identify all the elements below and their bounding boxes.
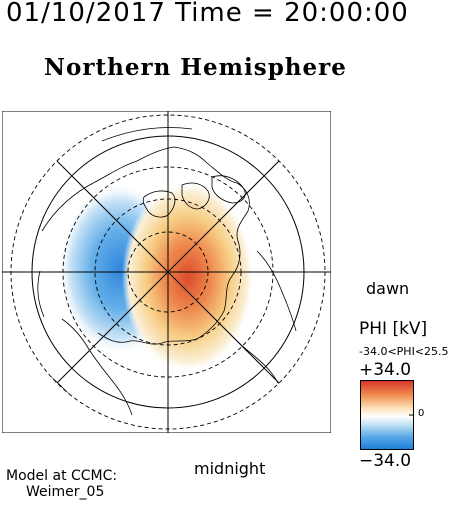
datetime-title: 01/10/2017 Time = 20:00:00 — [6, 0, 409, 28]
colorbar-gradient — [361, 381, 413, 449]
meridian-diagonal-2 — [56, 160, 280, 384]
colorbar — [360, 380, 414, 450]
positive-potential-cell — [122, 182, 254, 372]
colorbar-zero-label: 0 — [418, 408, 425, 419]
colorbar-title: PHI [kV] — [359, 319, 428, 339]
model-name: Weimer_05 — [26, 484, 105, 500]
hemisphere-title: Northern Hemisphere — [44, 54, 347, 81]
colorbar-max-label: +34.0 — [359, 360, 412, 380]
dawn-label: dawn — [366, 279, 410, 298]
model-credit: Model at CCMC: — [6, 468, 118, 484]
meridians — [2, 111, 331, 433]
polar-map — [2, 111, 331, 433]
colorbar-min-label: −34.0 — [359, 451, 412, 471]
midnight-label: midnight — [194, 459, 266, 478]
colorbar-range: -34.0<PHI<25.5 — [359, 345, 449, 358]
